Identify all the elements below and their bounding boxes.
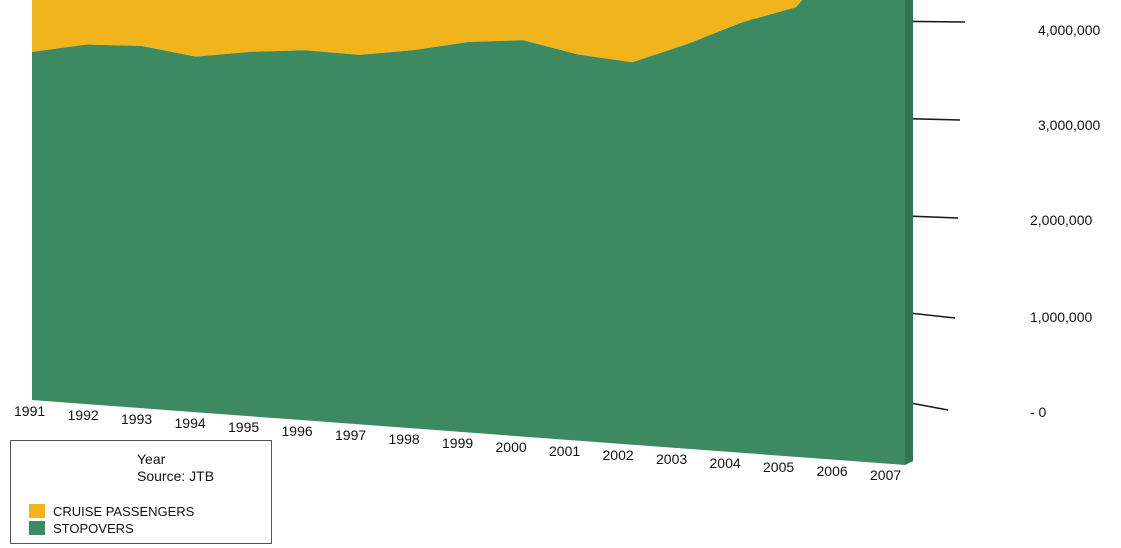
y-tick-label: 3,000,000 [1038,117,1100,133]
x-tick-label: 2003 [656,451,687,467]
y-axis-ticks: - 0 1,000,000 2,000,000 3,000,000 4,000,000 [1030,22,1100,420]
x-tick-label: 2001 [549,443,580,459]
legend: Year Source: JTB CRUISE PASSENGERS STOPO… [10,440,272,544]
x-tick-label: 1993 [121,411,152,427]
x-axis-label: Year [137,451,166,467]
x-axis-ticks: 1991 1992 1993 1994 1995 1996 1997 1998 1999 2000… [14,403,901,483]
series-stopovers-area [32,0,905,465]
x-tick-label: 1992 [68,407,99,423]
x-tick-label: 1991 [14,403,45,419]
series-cruise-passengers-area [32,0,803,63]
x-tick-label: 1998 [389,431,420,447]
x-tick-label: 1997 [335,427,366,443]
x-tick-label: 2007 [870,467,901,483]
source-label: Source: JTB [137,468,215,484]
y-tick-label: - 0 [1030,404,1047,420]
stopovers-side-face [905,0,913,465]
x-tick-label: 1999 [442,435,473,451]
y-tick-label: 1,000,000 [1030,309,1092,325]
x-tick-label: 1996 [282,423,313,439]
x-tick-label: 1994 [175,415,206,431]
x-tick-label: 2002 [603,447,634,463]
legend-swatch-cruise [29,504,45,518]
areas [32,0,913,465]
legend-item-stopovers: STOPOVERS [29,520,134,536]
legend-label-cruise: CRUISE PASSENGERS [53,503,195,519]
x-tick-label: 2006 [817,463,848,479]
y-tick-label: 2,000,000 [1030,212,1092,228]
legend-label-stopovers: STOPOVERS [53,520,134,536]
x-tick-label: 2005 [763,459,794,475]
x-tick-label: 2004 [710,455,741,471]
legend-caption: Year Source: JTB [137,451,214,485]
y-tick-label: 4,000,000 [1038,22,1100,38]
x-tick-label: 2000 [496,439,527,455]
legend-item-cruise-passengers: CRUISE PASSENGERS [29,503,194,519]
legend-swatch-stopovers [29,521,45,535]
x-tick-label: 1995 [228,419,259,435]
